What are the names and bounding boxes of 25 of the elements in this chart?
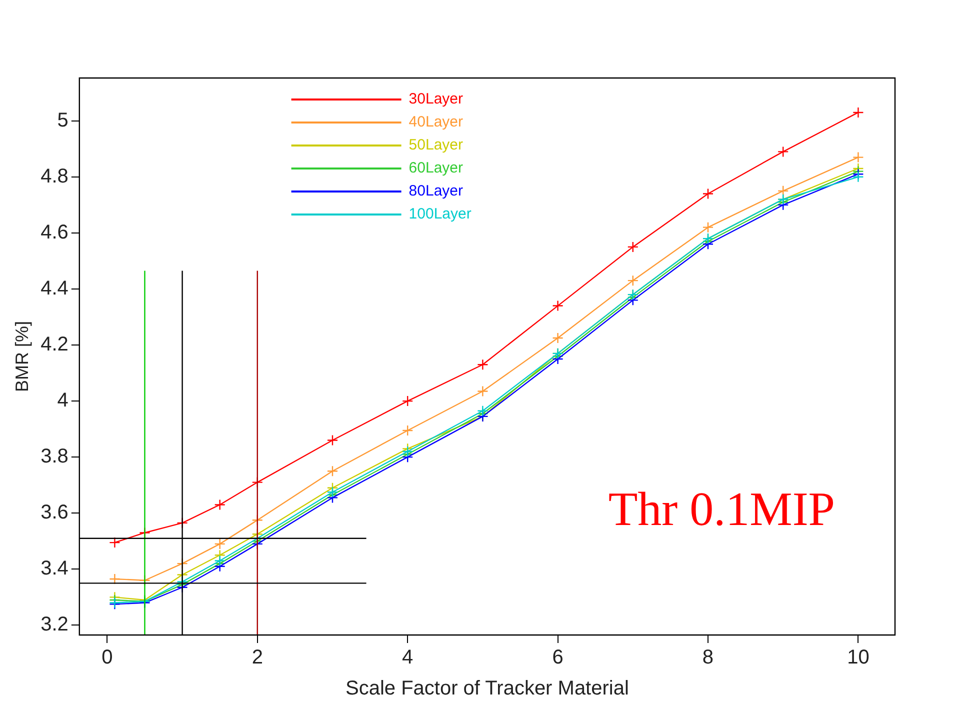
text: 30Layer <box>408 90 464 108</box>
text: 80Layer <box>408 182 464 200</box>
x-tick-label: 2 <box>252 646 263 669</box>
x-axis-title: Scale Factor of Tracker Material <box>345 678 629 700</box>
y-tick-label: 4.4 <box>40 277 68 300</box>
x-tick-label: 6 <box>552 646 564 669</box>
y-tick-label: 4.6 <box>40 221 68 244</box>
y-axis-title: BMR [%] <box>12 320 32 392</box>
annotation: Thr 0.1MIP <box>608 483 835 536</box>
text: 40Layer <box>408 114 464 131</box>
y-tick-label: 4.8 <box>40 165 68 188</box>
y-tick-label: 3.6 <box>40 502 68 524</box>
y-tick-label: 5 <box>57 109 68 132</box>
text: 100Layer <box>408 206 472 223</box>
text: 60Layer <box>408 160 464 177</box>
x-tick-label: 4 <box>402 646 414 669</box>
y-tick-label: 3.2 <box>40 614 68 636</box>
x-tick-label: 10 <box>847 646 870 669</box>
x-tick-label: 8 <box>702 646 714 669</box>
y-tick-label: 3.8 <box>40 446 68 468</box>
y-tick-label: 3.4 <box>40 558 68 580</box>
y-tick-label: 4 <box>57 390 68 412</box>
y-tick-label: 4.2 <box>40 334 68 356</box>
text: 50Layer <box>408 136 464 154</box>
x-tick-label: 0 <box>102 646 113 669</box>
